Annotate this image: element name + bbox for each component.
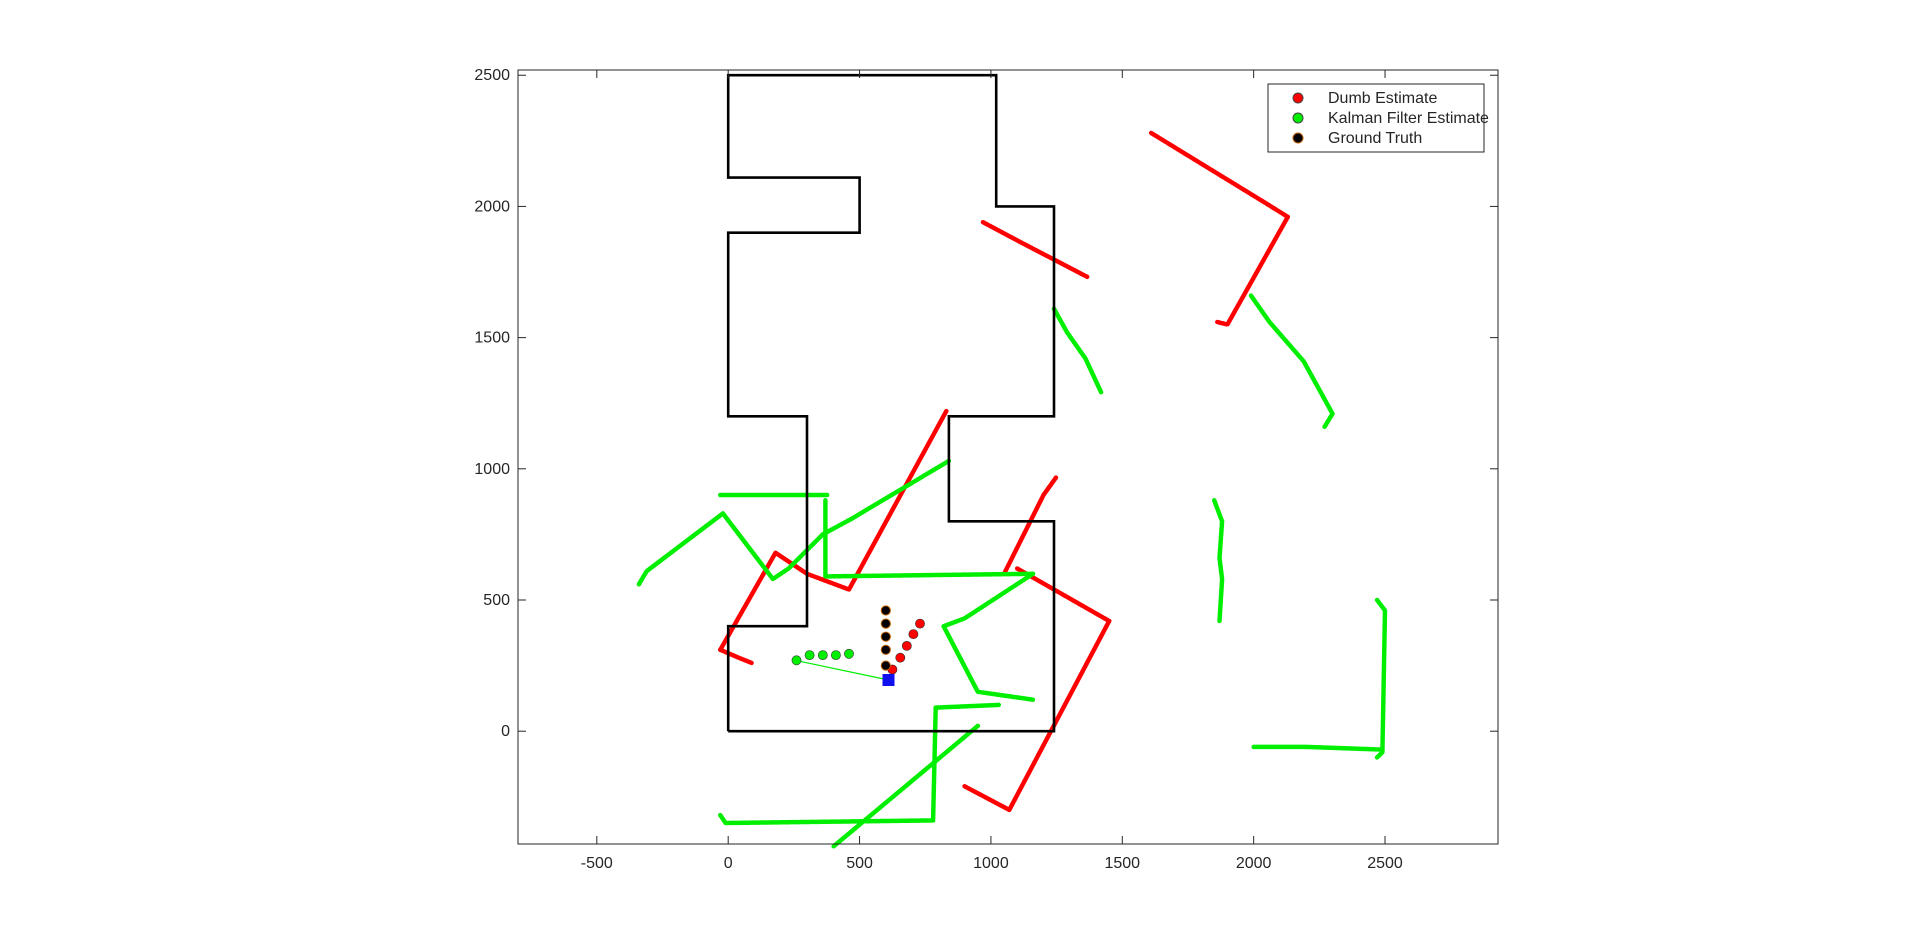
series-0-trail-2 [1001,474,1059,577]
y-tick-label-0: 0 [501,723,510,740]
x-tick-label-3: 1000 [973,855,1009,872]
series-0-trail-1 [718,647,755,666]
series-0-trail-4 [980,219,1091,280]
y-tick-label-5: 2500 [474,67,510,84]
series-2-marker-3 [880,618,891,629]
x-tick-label-2: 500 [846,855,873,872]
y-tick-label-4: 2000 [474,198,510,215]
series-1-trail-0 [636,458,952,587]
series-0-trail-6 [1214,214,1291,327]
series-1-trail-9 [1374,597,1388,760]
x-tick-label-5: 2000 [1236,855,1272,872]
series-1-marker-1 [804,650,815,660]
series-1-trail-7 [1248,293,1335,430]
series-2-marker-1 [880,644,891,655]
series-1-trail-2 [823,498,1036,579]
series-0-trail-5 [1148,130,1291,220]
y-tick-label-1: 500 [483,592,510,609]
series-0-marker-1 [895,652,906,663]
series-0-marker-4 [915,618,925,629]
y-tick-label-3: 1500 [474,330,510,347]
series-1-trail-6 [1051,306,1104,395]
series-1-trail-10 [1251,744,1383,752]
y-tick-label-2: 1000 [474,461,510,478]
x-tick-label-6: 2500 [1367,855,1403,872]
series-1-trail-3 [941,571,1036,702]
x-tick-label-1: 0 [724,855,733,872]
plot-area [518,70,1498,844]
black-dot-icon [1292,132,1304,144]
series-1-marker-0 [791,655,802,666]
legend: Dumb Estimate Kalman Filter Estimate Groun… [1267,83,1489,153]
x-axis: -500 0 500 1000 1500 2000 2500 [581,70,1403,872]
y-axis: 0 500 1000 1500 2000 2500 [474,67,1498,740]
series-1-marker-2 [817,650,828,660]
series-2-marker-4 [880,605,891,616]
legend-label-0: Dumb Estimate [1328,90,1437,107]
series-0-marker-2 [901,641,912,651]
green-dot-icon [1292,112,1304,124]
series-1-marker-3 [831,650,841,660]
legend-box [1267,83,1485,153]
legend-label-1: Kalman Filter Estimate [1328,110,1489,127]
red-dot-icon [1292,92,1304,104]
data-layer [636,130,1388,849]
series-1-trail-8 [1211,498,1225,624]
robot-marker [882,674,895,686]
series-1-marker-4 [844,648,854,659]
x-tick-label-0: -500 [581,855,613,872]
plot-frame [517,69,1499,845]
series-1-trail-5 [831,723,981,849]
x-tick-label-4: 1500 [1104,855,1140,872]
kalman-connector-line [795,659,889,681]
series-0-trail-3 [962,566,1112,813]
legend-label-2: Ground Truth [1328,130,1422,147]
series-0-marker-3 [908,629,919,639]
series-2-marker-2 [880,631,891,642]
series-1-trail-4 [718,702,1002,826]
series-2-marker-0 [880,660,891,671]
marker-layer [791,605,925,686]
